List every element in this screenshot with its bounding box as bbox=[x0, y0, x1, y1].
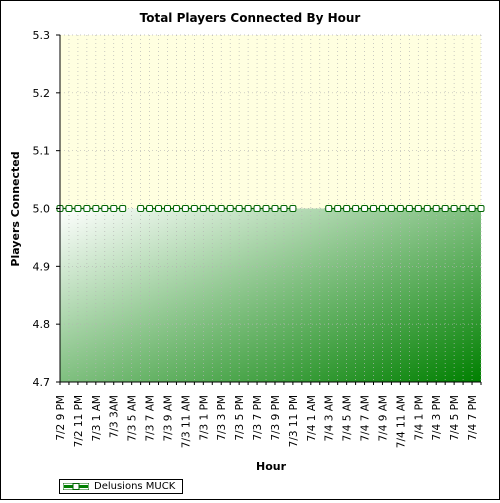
x-tick-label: 7/4 3 PM bbox=[431, 395, 443, 441]
x-tick-label: 7/3 7 PM bbox=[252, 395, 264, 441]
x-tick-label: 7/3 1 AM bbox=[91, 395, 103, 442]
legend: Delusions MUCK bbox=[59, 479, 183, 494]
data-point-marker bbox=[325, 205, 333, 212]
y-tick-label: 4.7 bbox=[33, 376, 51, 389]
x-tick-label: 7/3 5 PM bbox=[234, 395, 246, 441]
y-axis-label: Players Connected bbox=[9, 151, 22, 266]
x-tick-label: 7/3 9 PM bbox=[270, 395, 282, 441]
data-point-marker bbox=[217, 205, 225, 212]
data-point-marker bbox=[163, 205, 171, 212]
data-point-marker bbox=[271, 205, 279, 212]
x-tick-label: 7/3 9 AM bbox=[162, 395, 174, 442]
x-tick-label: 7/3 7 AM bbox=[145, 395, 157, 442]
data-point-marker bbox=[83, 205, 91, 212]
data-point-marker bbox=[253, 205, 261, 212]
y-tick-label: 5.1 bbox=[33, 145, 51, 158]
legend-swatch-icon bbox=[63, 483, 89, 490]
x-tick-label: 7/3 3AM bbox=[109, 395, 121, 438]
data-point-marker bbox=[414, 205, 422, 212]
data-point-marker bbox=[280, 205, 288, 212]
data-point-marker bbox=[235, 205, 243, 212]
data-point-marker bbox=[146, 205, 154, 212]
data-point-marker bbox=[370, 205, 378, 212]
data-point-marker bbox=[405, 205, 413, 212]
x-tick-label: 7/4 5 AM bbox=[342, 395, 354, 442]
x-tick-label: 7/4 11 AM bbox=[395, 395, 407, 448]
data-point-marker bbox=[101, 205, 109, 212]
x-tick-label: 7/3 5 AM bbox=[127, 395, 139, 442]
x-tick-label: 7/2 9 PM bbox=[55, 395, 67, 441]
data-point-marker bbox=[208, 205, 216, 212]
data-point-marker bbox=[262, 205, 270, 212]
y-tick-label: 5.3 bbox=[33, 29, 51, 42]
data-point-marker bbox=[226, 205, 234, 212]
x-tick-label: 7/4 7 AM bbox=[360, 395, 372, 442]
data-point-marker bbox=[244, 205, 252, 212]
data-point-marker bbox=[423, 205, 431, 212]
data-point-marker bbox=[396, 205, 404, 212]
x-tick-label: 7/4 3 AM bbox=[324, 395, 336, 442]
chart-title: Total Players Connected By Hour bbox=[140, 11, 361, 25]
x-tick-label: 7/4 1 PM bbox=[413, 395, 425, 441]
y-tick-label: 5.0 bbox=[33, 203, 51, 216]
data-point-marker bbox=[199, 205, 207, 212]
data-point-marker bbox=[343, 205, 351, 212]
legend-label: Delusions MUCK bbox=[94, 481, 176, 492]
y-tick-label: 4.8 bbox=[33, 318, 51, 331]
data-point-marker bbox=[387, 205, 395, 212]
x-tick-label: 7/3 1 PM bbox=[198, 395, 210, 441]
x-tick-label: 7/4 9 AM bbox=[377, 395, 389, 442]
data-point-marker bbox=[92, 205, 100, 212]
data-point-marker bbox=[74, 205, 82, 212]
data-point-marker bbox=[289, 205, 297, 212]
data-point-marker bbox=[155, 205, 163, 212]
data-point-marker bbox=[137, 205, 145, 212]
data-point-marker bbox=[477, 205, 485, 212]
plot-area: 4.7 4.8 4.9 5.0 5.1 5.2 5.3 7/2 9 PM 7/2 11 PM 7/… bbox=[33, 29, 485, 448]
data-point-marker bbox=[468, 205, 476, 212]
data-point-marker bbox=[65, 205, 73, 212]
x-tick-label: 7/4 5 PM bbox=[449, 395, 461, 441]
data-point-marker bbox=[432, 205, 440, 212]
x-tick-label: 7/2 11 PM bbox=[73, 395, 85, 447]
x-tick-label: 7/3 3 PM bbox=[216, 395, 228, 441]
data-point-marker bbox=[441, 205, 449, 212]
series-area bbox=[60, 208, 481, 382]
data-point-marker bbox=[459, 205, 467, 212]
data-point-marker bbox=[119, 205, 127, 212]
data-point-marker bbox=[450, 205, 458, 212]
x-tick-label: 7/4 7 PM bbox=[467, 395, 479, 441]
data-point-marker bbox=[352, 205, 360, 212]
data-point-marker bbox=[378, 205, 386, 212]
data-point-marker bbox=[110, 205, 118, 212]
data-point-marker bbox=[172, 205, 180, 212]
x-tick-label: 7/3 11 PM bbox=[288, 395, 300, 447]
x-axis-label: Hour bbox=[256, 460, 287, 473]
data-point-marker bbox=[361, 205, 369, 212]
y-tick-label: 5.2 bbox=[33, 87, 51, 100]
y-tick-label: 4.9 bbox=[33, 260, 51, 273]
data-point-marker bbox=[190, 205, 198, 212]
x-tick-label: 7/3 11 AM bbox=[180, 395, 192, 448]
x-tick-label: 7/4 1 AM bbox=[306, 395, 318, 442]
data-point-marker bbox=[334, 205, 342, 212]
data-point-marker bbox=[181, 205, 189, 212]
